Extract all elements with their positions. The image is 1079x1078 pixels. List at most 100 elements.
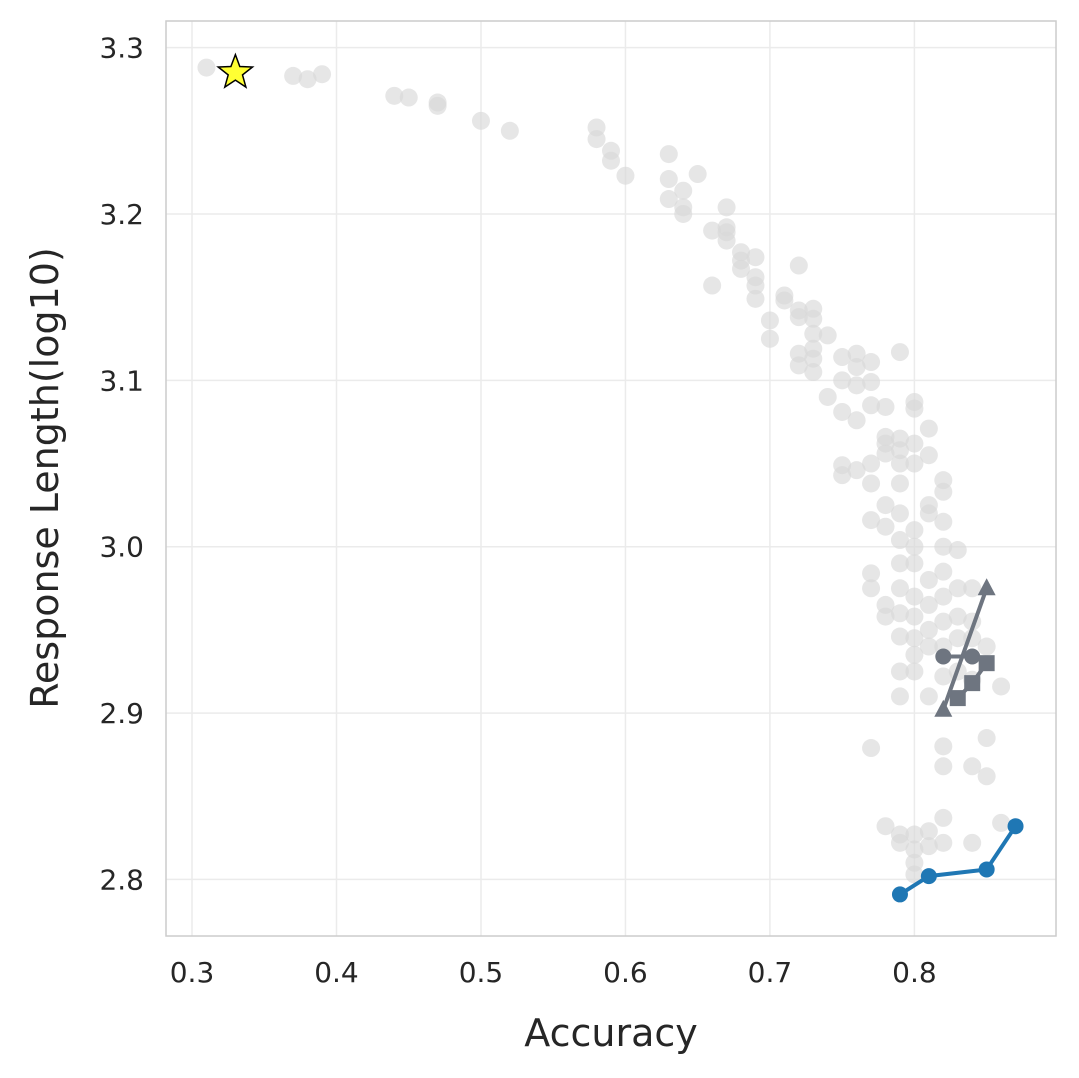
grid-lines (166, 21, 1056, 936)
background-point (919, 419, 938, 438)
background-point (919, 595, 938, 614)
background-point (992, 813, 1011, 832)
background-point (934, 737, 953, 756)
background-point (862, 474, 881, 493)
background-point (399, 88, 418, 107)
background-point (862, 454, 881, 473)
background-point (876, 397, 895, 416)
background-point (428, 96, 447, 115)
background-point (905, 587, 924, 606)
background-point (905, 521, 924, 540)
background-point (862, 396, 881, 415)
background-point (818, 387, 837, 406)
background-point (876, 607, 895, 626)
x-tick-labels: 0.3 0.4 0.5 0.6 0.7 0.8 (170, 956, 937, 989)
x-tick-label: 0.6 (603, 956, 648, 989)
x-tick-label: 0.5 (459, 956, 504, 989)
y-tick-label: 2.8 (99, 863, 144, 896)
highlight-gray-triangle-point (977, 578, 996, 596)
background-point (934, 757, 953, 776)
background-point (890, 531, 909, 550)
background-point (746, 248, 765, 267)
background-point (890, 604, 909, 623)
background-point (890, 833, 909, 852)
background-point (674, 204, 693, 223)
background-point (890, 579, 909, 598)
x-tick-label: 0.8 (892, 956, 937, 989)
background-point (703, 221, 722, 240)
background-point (934, 537, 953, 556)
background-point (934, 587, 953, 606)
background-point (934, 808, 953, 827)
background-point (992, 677, 1011, 696)
background-point (890, 474, 909, 493)
background-point (876, 517, 895, 536)
background-point (587, 130, 606, 149)
highlight-gray-square-point (949, 690, 966, 707)
background-point (919, 637, 938, 656)
background-point (847, 376, 866, 395)
background-point (862, 511, 881, 530)
background-point (385, 86, 404, 105)
background-point (674, 181, 693, 200)
background-point (905, 554, 924, 573)
background-point (833, 371, 852, 390)
background-point (934, 833, 953, 852)
background-point (905, 840, 924, 859)
background-point (919, 504, 938, 523)
background-point (905, 399, 924, 418)
background-point (934, 667, 953, 686)
background-point (760, 311, 779, 330)
x-axis-title: Accuracy (524, 1011, 698, 1055)
background-point (616, 166, 635, 185)
star-marker (216, 52, 255, 89)
highlight-gray-circle-point (964, 648, 981, 665)
background-point (948, 607, 967, 626)
background-point (948, 541, 967, 560)
background-point (804, 349, 823, 368)
background-point (977, 767, 996, 786)
background-point (789, 356, 808, 375)
y-tick-label: 3.2 (99, 198, 144, 231)
background-point (197, 58, 216, 77)
y-tick-label: 2.9 (99, 697, 144, 730)
highlight-gray-circle-point (935, 648, 952, 665)
background-point (284, 66, 303, 85)
background-point (977, 637, 996, 656)
background-point (688, 165, 707, 184)
background-point (732, 259, 751, 278)
background-point (862, 739, 881, 758)
background-point (905, 629, 924, 648)
background-point (905, 454, 924, 473)
background-point (905, 645, 924, 664)
background-point (833, 348, 852, 367)
plot-frame (165, 20, 1057, 937)
reference-marker (216, 52, 255, 89)
background-point (890, 441, 909, 460)
background-point (934, 482, 953, 501)
background-point (833, 466, 852, 485)
background-point (862, 579, 881, 598)
background-point (876, 496, 895, 515)
highlight-gray-triangle-point (934, 699, 953, 717)
background-point (890, 454, 909, 473)
background-point (659, 145, 678, 164)
background-point (963, 757, 982, 776)
background-point (905, 607, 924, 626)
background-point (934, 562, 953, 581)
background-point (890, 687, 909, 706)
background-point (746, 276, 765, 295)
background-point (905, 865, 924, 884)
background-point (919, 446, 938, 465)
background-point (890, 662, 909, 681)
background-point (948, 579, 967, 598)
background-point (934, 612, 953, 631)
background-point (847, 411, 866, 430)
highlight-blue-point (1007, 818, 1024, 835)
background-point (833, 402, 852, 421)
background-point (500, 121, 519, 140)
background-point (919, 620, 938, 639)
background-point (890, 627, 909, 646)
highlight-blue-point (891, 886, 908, 903)
